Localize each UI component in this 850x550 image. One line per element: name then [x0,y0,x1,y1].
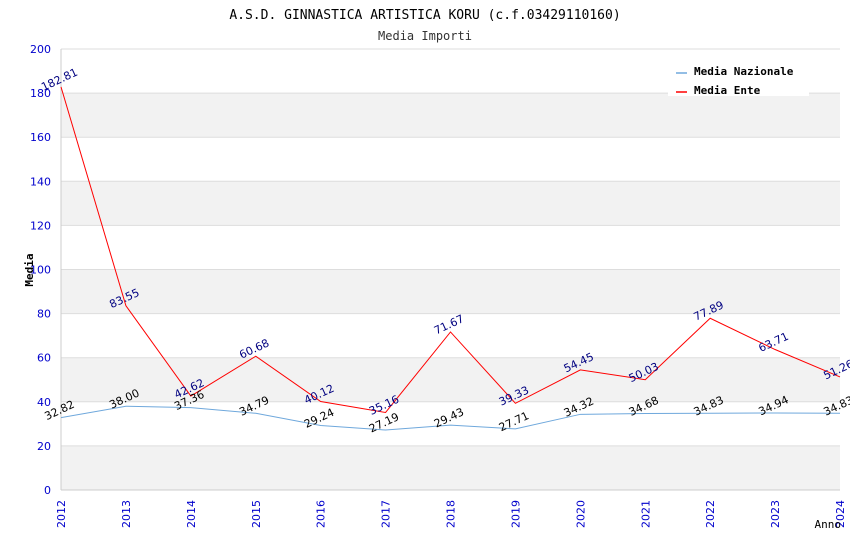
legend-label-media-nazionale: Media Nazionale [694,65,794,78]
data-label: 29.24 [302,406,336,431]
x-tick-label: 2023 [769,500,782,528]
y-tick-label: 140 [30,175,51,188]
y-tick-label: 120 [30,219,51,232]
x-tick-label: 2014 [185,500,198,528]
x-tick-label: 2022 [704,500,717,528]
x-tick-label: 2021 [639,500,652,528]
y-tick-label: 80 [37,308,51,321]
plot-band [61,269,840,314]
y-tick-label: 180 [30,87,51,100]
x-tick-label: 2012 [55,500,68,528]
series-line-media-ente [60,86,841,414]
x-axis-ticks: 2012 2013 2014 2015 2016 2017 2018 2019 2020 2021… [55,500,847,528]
x-axis-label: Anno [815,518,842,531]
legend-box [668,60,809,96]
x-tick-label: 2024 [834,500,847,528]
y-tick-label: 40 [37,396,51,409]
data-label: 63.71 [757,330,791,355]
x-tick-label: 2013 [120,500,133,528]
y-tick-label: 100 [30,264,51,277]
y-axis-ticks: 0 20 40 60 80 100 120 140 160 180 200 [30,43,51,497]
data-label: 29.43 [432,405,466,430]
y-tick-label: 60 [37,352,51,365]
series-line-media-nazionale [60,405,841,431]
data-label: 27.71 [497,409,531,434]
legend: Media Nazionale Media Ente [668,60,809,97]
y-axis-label: Media [23,253,36,286]
y-tick-label: 200 [30,43,51,56]
x-tick-label: 2019 [509,500,522,528]
chart-subtitle: Media Importi [378,29,472,43]
data-label: 182.81 [39,66,79,94]
gridlines [61,48,840,447]
y-tick-label: 0 [44,484,51,497]
x-tick-label: 2017 [380,500,393,528]
x-tick-label: 2018 [445,500,458,528]
plot-band [61,93,840,138]
plot-band [61,357,840,402]
series-lines [60,86,841,431]
chart-title: A.S.D. GINNASTICA ARTISTICA KORU (c.f.03… [229,8,620,23]
y-tick-label: 160 [30,131,51,144]
x-tick-label: 2015 [250,500,263,528]
plot-bands [61,93,840,490]
legend-label-media-ente: Media Ente [694,84,761,97]
y-tick-label: 20 [37,440,51,453]
x-tick-label: 2016 [315,500,328,528]
plot-band [61,181,840,226]
x-tick-label: 2020 [574,500,587,528]
plot-band [61,445,840,490]
